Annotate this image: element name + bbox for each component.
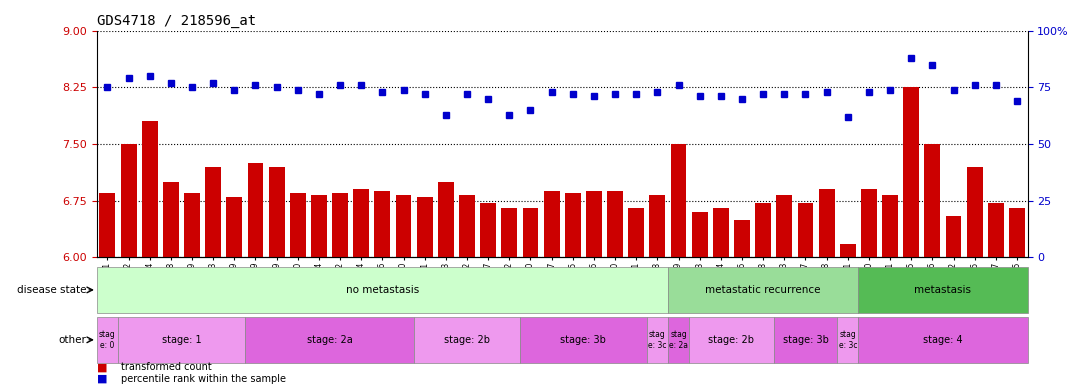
Bar: [459, 195, 475, 384]
Bar: [650, 195, 665, 384]
Bar: [311, 195, 327, 384]
Bar: [882, 195, 898, 384]
Text: transformed count: transformed count: [121, 362, 211, 372]
Text: stage: 2a: stage: 2a: [307, 335, 353, 345]
Text: other: other: [58, 335, 86, 345]
Text: no metastasis: no metastasis: [345, 285, 419, 295]
Bar: [99, 193, 115, 384]
Text: ■: ■: [97, 374, 108, 384]
Bar: [859, 267, 1028, 313]
Bar: [184, 193, 200, 384]
Bar: [819, 189, 835, 384]
Bar: [480, 203, 496, 384]
Bar: [755, 203, 771, 384]
Bar: [414, 317, 520, 363]
Bar: [668, 317, 689, 363]
Text: ■: ■: [97, 362, 108, 372]
Bar: [245, 317, 414, 363]
Bar: [946, 216, 962, 384]
Bar: [647, 317, 668, 363]
Bar: [97, 317, 118, 363]
Text: stage: 3b: stage: 3b: [782, 335, 829, 345]
Bar: [734, 220, 750, 384]
Bar: [628, 208, 645, 384]
Bar: [374, 191, 391, 384]
Bar: [713, 208, 728, 384]
Bar: [353, 189, 369, 384]
Text: metastasis: metastasis: [915, 285, 972, 295]
Bar: [501, 208, 518, 384]
Bar: [859, 317, 1028, 363]
Bar: [247, 163, 264, 384]
Bar: [586, 191, 601, 384]
Text: disease state: disease state: [17, 285, 86, 295]
Bar: [121, 144, 137, 384]
Text: stage: 2b: stage: 2b: [708, 335, 754, 345]
Bar: [396, 195, 411, 384]
Bar: [774, 317, 837, 363]
Bar: [269, 167, 284, 384]
Bar: [206, 167, 221, 384]
Text: GDS4718 / 218596_at: GDS4718 / 218596_at: [97, 14, 256, 28]
Text: metastatic recurrence: metastatic recurrence: [706, 285, 821, 295]
Text: percentile rank within the sample: percentile rank within the sample: [121, 374, 285, 384]
Bar: [670, 144, 686, 384]
Text: stag
e: 3c: stag e: 3c: [648, 330, 667, 349]
Bar: [142, 121, 158, 384]
Bar: [1009, 208, 1025, 384]
Text: stage: 2b: stage: 2b: [444, 335, 490, 345]
Text: stage: 4: stage: 4: [923, 335, 963, 345]
Bar: [416, 197, 433, 384]
Bar: [840, 244, 855, 384]
Bar: [118, 317, 245, 363]
Bar: [438, 182, 454, 384]
Bar: [289, 193, 306, 384]
Bar: [520, 317, 647, 363]
Bar: [668, 267, 859, 313]
Bar: [162, 182, 179, 384]
Bar: [689, 317, 774, 363]
Bar: [226, 197, 242, 384]
Bar: [332, 193, 348, 384]
Bar: [988, 203, 1004, 384]
Text: stage: 3b: stage: 3b: [561, 335, 606, 345]
Bar: [543, 191, 560, 384]
Bar: [966, 167, 982, 384]
Text: stag
e: 0: stag e: 0: [99, 330, 116, 349]
Bar: [924, 144, 940, 384]
Bar: [904, 87, 919, 384]
Bar: [692, 212, 708, 384]
Bar: [797, 203, 813, 384]
Bar: [97, 267, 668, 313]
Text: stag
e: 3c: stag e: 3c: [838, 330, 856, 349]
Text: stage: 1: stage: 1: [161, 335, 201, 345]
Bar: [777, 195, 792, 384]
Bar: [837, 317, 859, 363]
Text: stag
e: 2a: stag e: 2a: [669, 330, 688, 349]
Bar: [523, 208, 538, 384]
Bar: [607, 191, 623, 384]
Bar: [861, 189, 877, 384]
Bar: [565, 193, 581, 384]
